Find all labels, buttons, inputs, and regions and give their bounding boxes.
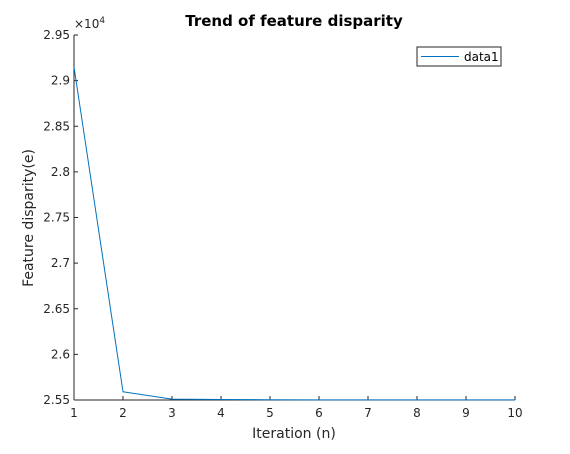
y-tick-label: 2.95: [43, 28, 70, 42]
x-tick-label: 4: [217, 406, 225, 420]
x-axis-label: Iteration (n): [252, 426, 336, 442]
x-tick-label: 2: [119, 406, 127, 420]
series-line-data1: [73, 66, 515, 401]
x-tick-label: 9: [462, 406, 470, 420]
x-tick-label: 1: [70, 406, 78, 420]
x-tick-label: 6: [315, 406, 323, 420]
y-tick-label: 2.9: [51, 74, 70, 88]
y-tick-label: 2.65: [43, 302, 70, 316]
legend: data1: [416, 46, 502, 67]
x-tick-label: 10: [507, 406, 522, 420]
x-axis-ticks: 1 2 3 4 5 6 7 8 9 10: [70, 396, 523, 420]
y-axis-ticks: 2.55 2.6 2.65 2.7 2.75 2.8 2.85 2.9 2.95: [43, 28, 78, 407]
y-tick-label: 2.8: [51, 165, 70, 179]
x-tick-label: 5: [266, 406, 274, 420]
x-tick-label: 3: [168, 406, 176, 420]
series-lines: [73, 66, 515, 401]
y-tick-label: 2.6: [51, 347, 70, 361]
legend-label-data1: data1: [464, 50, 499, 64]
x-tick-label: 7: [364, 406, 372, 420]
chart-title: Trend of feature disparity: [185, 12, 403, 30]
y-tick-label: 2.55: [43, 393, 70, 407]
plot-background: [74, 35, 515, 400]
y-tick-label: 2.85: [43, 119, 70, 133]
x-tick-label: 8: [413, 406, 421, 420]
y-tick-label: 2.75: [43, 211, 70, 225]
plot-area: [73, 35, 515, 401]
y-axis-label: Feature disparity(e): [21, 149, 37, 287]
y-tick-label: 2.7: [51, 256, 70, 270]
y-axis-exponent-base: ×10: [74, 17, 99, 31]
y-axis-exponent: ×104: [74, 16, 105, 31]
y-axis-exponent-power: 4: [99, 16, 105, 26]
